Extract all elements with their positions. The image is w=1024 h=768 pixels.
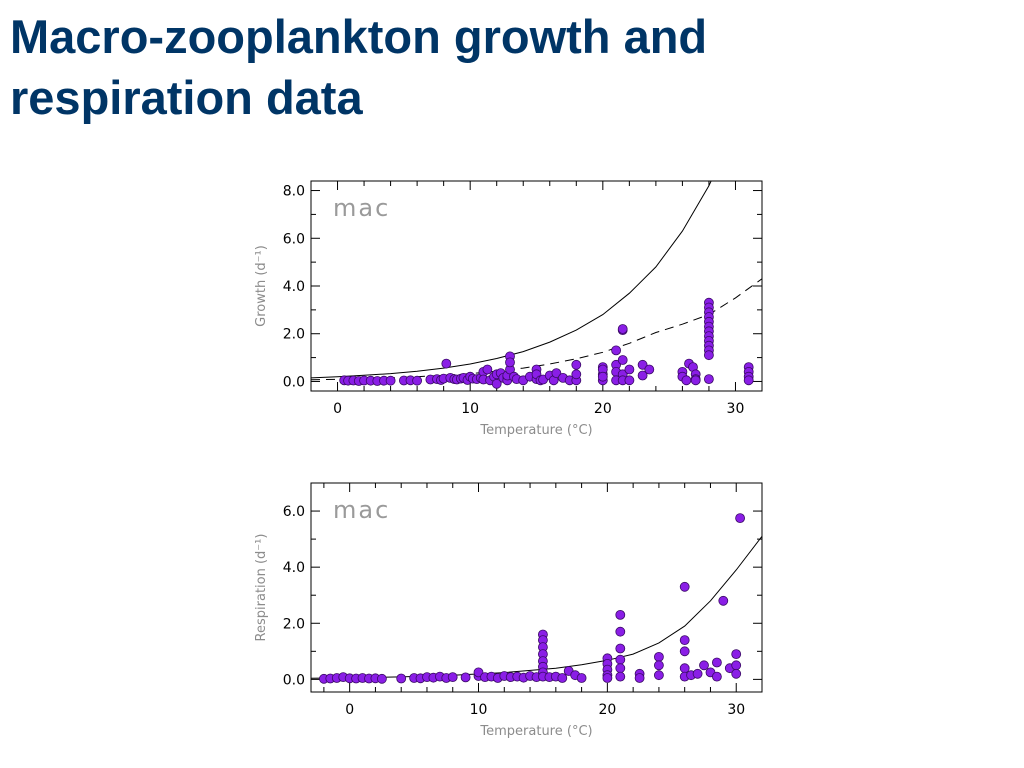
data-point	[644, 364, 655, 375]
points-group	[318, 513, 745, 684]
data-point	[731, 660, 742, 671]
curve-group	[311, 181, 762, 381]
y-tick-label: 6.0	[283, 231, 305, 247]
y-tick-label: 4.0	[283, 279, 305, 295]
data-point	[385, 375, 396, 386]
y-tick-label: 0.0	[283, 374, 305, 390]
data-point	[571, 359, 582, 370]
data-point	[704, 350, 714, 361]
data-point	[690, 375, 701, 386]
chart-panel-respiration: 0.0 2.0 4.0 6.0 0 10 20 30 Temperature (°C) Respi…	[254, 482, 763, 739]
data-point	[731, 668, 742, 679]
y-tick-label: 6.0	[283, 504, 305, 520]
curve-group	[311, 535, 762, 679]
data-point	[396, 673, 407, 684]
data-point	[557, 673, 568, 683]
data-point	[617, 355, 628, 365]
x-tick-label: 20	[594, 401, 612, 417]
data-point	[571, 369, 582, 380]
data-point	[679, 646, 690, 657]
data-point	[505, 357, 515, 368]
data-point	[473, 667, 484, 678]
data-point	[704, 374, 714, 385]
x-tick-label: 0	[333, 401, 342, 417]
data-point	[617, 324, 628, 334]
data-point	[654, 660, 664, 671]
data-point	[615, 610, 626, 620]
data-point	[615, 654, 626, 665]
data-point	[712, 671, 722, 682]
fit-curve-solid	[311, 535, 762, 679]
data-point	[654, 670, 664, 681]
data-point	[731, 649, 742, 659]
data-point	[624, 375, 635, 386]
y-tick-label: 8.0	[283, 184, 305, 200]
slide-title: Macro-zooplankton growth and respiration…	[10, 10, 708, 124]
data-point	[551, 368, 562, 379]
data-point	[615, 643, 626, 654]
plot-frame	[310, 482, 763, 693]
data-point	[699, 660, 709, 671]
data-point	[679, 635, 690, 645]
y-tick-label: 4.0	[283, 560, 305, 576]
data-point	[735, 513, 745, 523]
y-axis-title: Respiration (d⁻¹)	[254, 534, 269, 642]
data-point	[611, 345, 621, 356]
data-point	[743, 375, 754, 386]
x-tick-label: 20	[598, 702, 616, 718]
data-point	[376, 673, 387, 684]
data-point	[681, 375, 692, 386]
data-point	[637, 359, 648, 370]
data-point	[692, 668, 703, 679]
data-point	[624, 364, 635, 375]
data-point	[679, 663, 690, 674]
data-point	[491, 378, 502, 389]
data-point	[634, 673, 645, 683]
data-point	[679, 581, 690, 592]
data-point	[718, 595, 729, 606]
data-point	[447, 672, 458, 682]
data-point	[576, 673, 587, 683]
x-tick-label: 0	[345, 702, 354, 718]
x-tick-label: 10	[461, 401, 479, 417]
data-point	[637, 370, 648, 381]
x-tick-label: 30	[727, 401, 745, 417]
panel-label: mac	[333, 194, 390, 222]
y-tick-label: 2.0	[283, 327, 305, 343]
data-point	[615, 626, 626, 637]
x-tick-label: 30	[727, 702, 745, 718]
data-point	[460, 672, 471, 683]
points-group	[339, 297, 754, 389]
data-point	[602, 673, 613, 683]
fit-curve-solid	[311, 181, 712, 379]
panel-label: mac	[333, 496, 390, 524]
data-point	[597, 371, 608, 382]
data-point	[441, 358, 452, 369]
y-tick-label: 0.0	[283, 672, 305, 688]
data-point	[412, 375, 423, 386]
x-axis-title: Temperature (°C)	[479, 724, 592, 739]
chart-panel-growth: 0.0 2.0 4.0 6.0 8.0 0 10 20 30 Temperature (°C) Gr…	[254, 180, 763, 438]
y-tick-label: 2.0	[283, 616, 305, 632]
data-point	[615, 671, 626, 682]
x-axis-title: Temperature (°C)	[479, 423, 592, 438]
data-point	[654, 652, 664, 662]
y-axis-title: Growth (d⁻¹)	[254, 245, 269, 327]
x-tick-label: 10	[470, 702, 488, 718]
data-point	[615, 663, 626, 674]
data-point	[712, 657, 722, 668]
data-point	[482, 364, 493, 375]
